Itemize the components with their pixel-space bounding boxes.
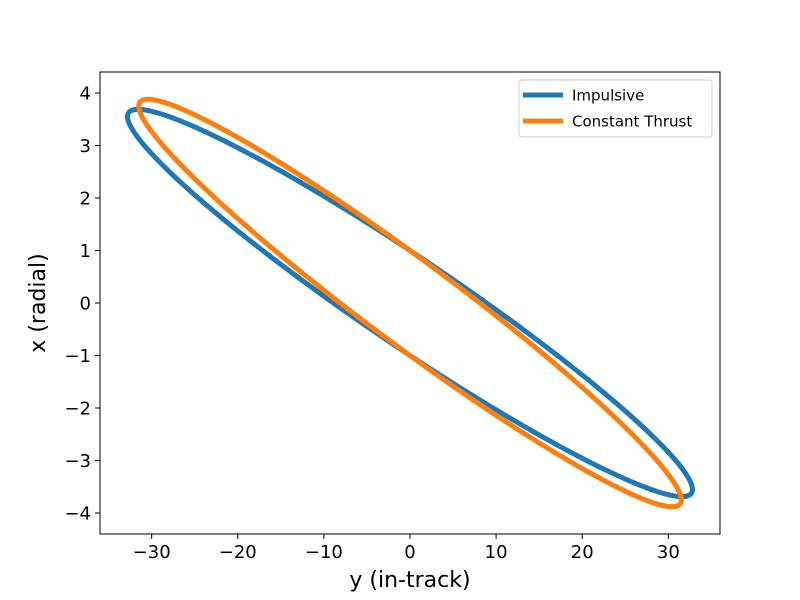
y-tick-label: 2 bbox=[80, 189, 91, 210]
y-ticks: −4 −3 −2 −1 0 1 2 3 4 bbox=[64, 84, 100, 525]
x-tick-label: 10 bbox=[485, 542, 508, 563]
legend-label: Constant Thrust bbox=[572, 113, 692, 131]
legend: Impulsive Constant Thrust bbox=[518, 79, 713, 138]
x-tick-label: −30 bbox=[133, 542, 171, 563]
plot-area bbox=[99, 71, 721, 535]
y-tick-label: −1 bbox=[64, 346, 91, 367]
x-axis-label: y (in-track) bbox=[349, 568, 470, 593]
y-tick-label: −3 bbox=[64, 451, 91, 472]
y-tick-label: −4 bbox=[64, 504, 91, 525]
x-tick-label: 0 bbox=[404, 542, 415, 563]
y-tick-label: 3 bbox=[80, 136, 91, 157]
x-tick-label: −10 bbox=[305, 542, 343, 563]
series-layer bbox=[125, 96, 695, 510]
y-axis-label: x (radial) bbox=[26, 253, 51, 352]
y-tick-label: 4 bbox=[80, 84, 91, 105]
series-line-constant-thrust bbox=[136, 96, 684, 510]
y-tick-label: −2 bbox=[64, 399, 91, 420]
x-tick-label: 30 bbox=[657, 542, 680, 563]
series-line-impulsive bbox=[125, 106, 695, 500]
x-tick-label: 20 bbox=[571, 542, 594, 563]
legend-label: Impulsive bbox=[572, 87, 644, 105]
legend-frame bbox=[518, 79, 713, 138]
x-tick-label: −20 bbox=[219, 542, 257, 563]
y-tick-label: 0 bbox=[80, 294, 91, 315]
y-tick-label: 1 bbox=[80, 241, 91, 262]
x-ticks: −30 −20 −10 0 10 20 30 bbox=[133, 534, 680, 563]
